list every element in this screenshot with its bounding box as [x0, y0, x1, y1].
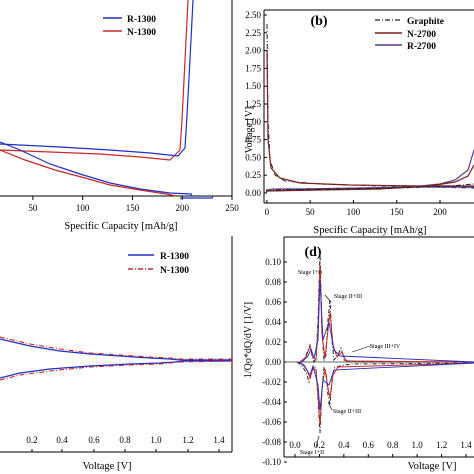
- panel-d-y-tick-label: -0.10: [262, 457, 281, 467]
- panel-b-legend-n2700: N-2700: [407, 30, 436, 40]
- panel-d-annotation-stage-2-3-bottom: Stage II+III: [333, 409, 361, 415]
- panel-b-y-tick-label: 1.00: [245, 117, 261, 127]
- panel-a-r1300-charge-curve: [0, 0, 194, 157]
- panel-b-label: (b): [310, 14, 327, 29]
- panel-d-label: (d): [304, 245, 321, 260]
- panel-b-graphite-charge: [265, 183, 474, 191]
- panel-c-legend-r1300: R-1300: [160, 252, 189, 262]
- panel-a-x-label: Specific Capacity [mAh/g]: [64, 221, 177, 232]
- panel-c-x-tick-label: 0.6: [88, 435, 100, 445]
- panel-c-x-tick-label: 0.8: [119, 435, 131, 445]
- panel-c-x-tick-label: 1.2: [182, 435, 193, 445]
- panel-a-n1300-charge-curve: [0, 0, 189, 161]
- panel-d-annotation-stage-3-4: Stage III+IV: [370, 344, 401, 350]
- panel-d-discharge-dashdot: [296, 361, 474, 434]
- panel-c-legend-n1300: N-1300: [160, 266, 189, 276]
- panel-c-r1300-lower: [0, 360, 232, 379]
- panel-d-annotation-arrow: [351, 345, 371, 353]
- panel-c-x-label: Voltage [V]: [82, 461, 131, 472]
- panel-d-x-tick-label: 1.0: [412, 440, 424, 450]
- panel-d-x-tick-label: 1.4: [460, 440, 472, 450]
- panel-b-legend-graphite: Graphite: [407, 17, 444, 27]
- panel-a-x-tick-label: 100: [76, 203, 90, 213]
- panel-a-r1300-discharge-curve: [0, 141, 193, 197]
- panel-c-n1300-upper: [0, 336, 232, 360]
- panel-d-x-tick-label: 0.0: [289, 440, 301, 450]
- panel-a-legend-n1300: N-1300: [127, 28, 156, 38]
- panel-b-x-tick-label: 0: [265, 207, 270, 217]
- panel-d-charge-blue: [301, 279, 474, 363]
- panel-b-x-label: Specific Capacity [mAh/g]: [313, 225, 426, 236]
- panel-c-x-tick-label: 1.4: [213, 435, 225, 445]
- panel-d-annotation-stage-1-2-bottom: Stage I+II: [300, 450, 324, 456]
- panel-b-y-tick-label: 2.00: [245, 46, 261, 56]
- panel-d-y-tick-label: -0.04: [262, 397, 281, 407]
- panel-d-y-tick-label: 0.10: [265, 257, 281, 267]
- panel-d-y-tick-label: -0.06: [262, 417, 281, 427]
- panel-d-annotation-stage-2-3-top: Stage II+III: [334, 294, 362, 300]
- panel-d-y-tick-label: -0.08: [262, 437, 281, 447]
- panel-a-n1300-discharge-curve: [0, 149, 177, 197]
- panel-b-x-tick-label: 200: [433, 207, 447, 217]
- panel-b-y-tick-label: 2.25: [245, 28, 261, 38]
- panel-c-r1300-upper: [0, 338, 232, 361]
- panel-c-x-tick-label: 1.0: [150, 435, 162, 445]
- panel-d-y-label: 1/Qo*dQ/dV [1/V]: [243, 302, 254, 378]
- panel-d-annotation-arrow: [324, 294, 332, 303]
- panel-d-y-tick-label: -0.02: [262, 377, 281, 387]
- panel-a-r1300-tail: [180, 195, 214, 199]
- panel-b-n2700-discharge: [266, 49, 474, 187]
- panel-d-x-tick-label: 0.2: [314, 440, 325, 450]
- panel-d-y-tick-label: 0.02: [265, 337, 281, 347]
- panel-b-y-tick-label: 1.25: [245, 99, 261, 109]
- panel-d-x-tick-label: 0.8: [387, 440, 399, 450]
- panel-d-y-tick-label: 0.06: [265, 297, 281, 307]
- panel-a-x-tick-label: 50: [28, 203, 38, 213]
- panel-b-y-tick-label: 2.50: [245, 10, 261, 20]
- panel-b-legend-r2700: R-2700: [407, 42, 436, 52]
- panel-b-y-label: Voltage [V]: [244, 107, 255, 154]
- panel-d-annotation-arrow: [315, 435, 320, 448]
- panel-a-legend-r1300: R-1300: [127, 15, 156, 25]
- panel-b-x-tick-label: 100: [347, 207, 361, 217]
- panel-b-y-tick-label: 1.50: [245, 81, 261, 91]
- panel-d-x-tick-label: 0.6: [363, 440, 375, 450]
- panel-d-y-tick-label: 0.04: [265, 317, 281, 327]
- panel-b-graphite-discharge: [266, 23, 474, 189]
- panel-b-x-tick-label: 150: [390, 207, 404, 217]
- panel-d-discharge-red: [297, 361, 474, 426]
- panel-d-x-tick-label: 1.2: [436, 440, 447, 450]
- panel-b-x-tick-label: 50: [306, 207, 316, 217]
- panel-d-annotation-stage-1-2-top: Stage I+II: [298, 270, 322, 276]
- panel-b-n2700-charge: [265, 164, 474, 192]
- panel-d-annotation-arrow: [327, 401, 333, 411]
- panel-d-discharge-blue: [298, 361, 474, 411]
- panel-b-y-tick-label: 0.75: [245, 135, 261, 145]
- panel-d-y-tick-label: 0.00: [265, 357, 281, 367]
- panel-b-y-tick-label: 0.00: [245, 188, 261, 198]
- panel-b-y-tick-label: 0.25: [245, 170, 261, 180]
- panel-a-x-tick-label: 200: [175, 203, 189, 213]
- panel-d-y-tick-label: 0.08: [265, 277, 281, 287]
- panel-d-x-tick-label: 0.4: [338, 440, 350, 450]
- panel-c-x-tick-label: 0.4: [56, 435, 68, 445]
- panel-a-x-tick-label: 250: [225, 203, 239, 213]
- panel-b-y-tick-label: 1.75: [245, 63, 261, 73]
- panel-d-x-label: Voltage [V]: [407, 461, 456, 472]
- panel-c-n1300-lower: [0, 360, 233, 381]
- panel-c-x-tick-label: 0.2: [26, 435, 37, 445]
- panel-a-x-tick-label: 150: [126, 203, 140, 213]
- panel-b-y-tick-label: 0.50: [245, 152, 261, 162]
